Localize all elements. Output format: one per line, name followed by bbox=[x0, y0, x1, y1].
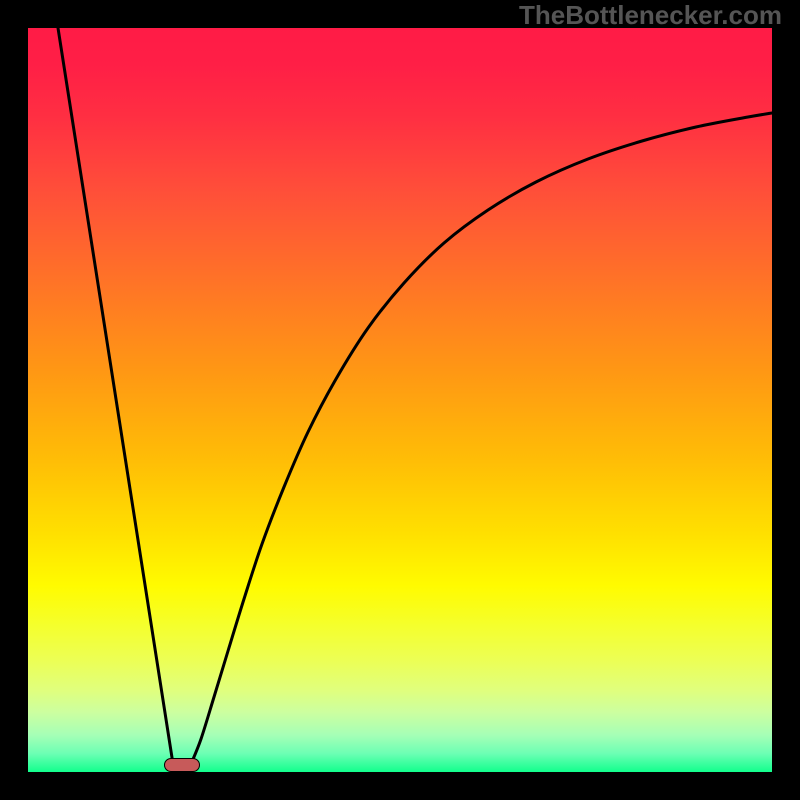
watermark-text: TheBottlenecker.com bbox=[519, 0, 782, 31]
chart-root: TheBottlenecker.com bbox=[0, 0, 800, 800]
chart-frame bbox=[0, 0, 800, 800]
